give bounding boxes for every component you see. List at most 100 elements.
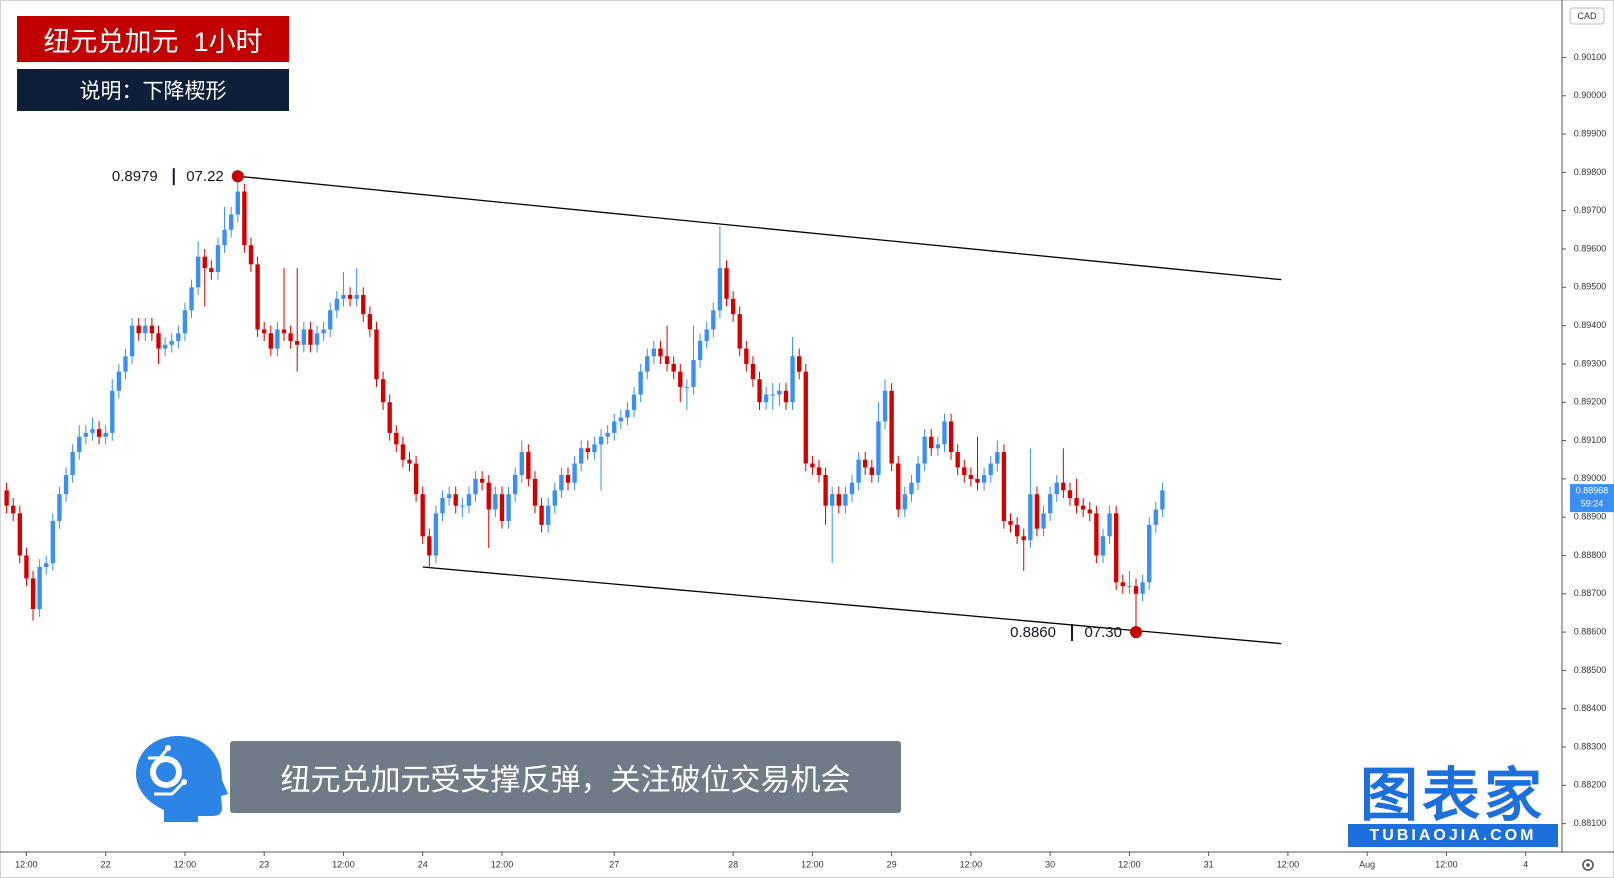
candle-body <box>546 505 551 525</box>
subtitle: 说明：下降楔形 <box>17 69 289 111</box>
candle-body <box>915 463 921 483</box>
candle-body <box>123 356 128 372</box>
candle-body <box>1120 582 1125 587</box>
y-tick-label: 0.89000 <box>1574 473 1607 483</box>
x-tick-label: 12:00 <box>1435 859 1458 869</box>
y-tick-label: 0.88300 <box>1574 741 1607 751</box>
candle-body <box>724 268 729 299</box>
candle-body <box>1014 524 1020 537</box>
candle-body <box>1133 586 1139 594</box>
candle-body <box>1080 505 1086 510</box>
candle-body <box>169 340 174 345</box>
candle-body <box>585 448 590 453</box>
y-tick-label: 0.88900 <box>1574 512 1607 522</box>
candle-body <box>962 467 967 476</box>
candle-body <box>77 436 82 453</box>
candle-body <box>83 432 89 437</box>
y-tick-label: 0.88400 <box>1574 703 1607 713</box>
y-tick-label: 0.89200 <box>1574 397 1607 407</box>
candle-body <box>1074 498 1079 506</box>
candle-body <box>704 329 709 341</box>
candle-body <box>222 229 227 246</box>
candle-body <box>697 340 703 361</box>
candle-body <box>275 329 280 349</box>
candle-body <box>242 191 247 246</box>
x-tick-label: 12:00 <box>174 859 197 869</box>
settings-icon[interactable] <box>1582 859 1594 871</box>
candle-body <box>1107 513 1112 537</box>
x-tick-label: 31 <box>1204 859 1214 869</box>
candle-body <box>328 310 333 330</box>
y-tick-label: 0.89800 <box>1574 167 1607 177</box>
candle-body <box>836 494 841 506</box>
candle-body <box>308 329 313 345</box>
candle-body <box>869 467 874 476</box>
candle-body <box>592 444 597 453</box>
candle-body <box>889 390 894 464</box>
candle-body <box>1094 513 1099 556</box>
candle-body <box>532 478 538 506</box>
candle-body <box>711 310 716 330</box>
candle-body <box>684 386 690 388</box>
candle-body <box>110 390 115 433</box>
annotation-time: 07.30 <box>1084 624 1122 641</box>
candle-body <box>427 536 432 556</box>
candle-body <box>321 329 326 334</box>
candle-body <box>136 325 141 334</box>
candle-body <box>783 390 789 403</box>
logo-url: TUBIAOJIA.COM <box>1348 824 1558 847</box>
candle-body <box>314 333 320 345</box>
last-price-label: 0.88968 <box>1576 486 1609 496</box>
y-tick-label: 0.88100 <box>1574 818 1607 828</box>
candle-body <box>876 421 881 476</box>
candle-body <box>1008 521 1013 525</box>
x-tick-label: 23 <box>259 859 269 869</box>
candle-body <box>559 475 564 491</box>
candle-body <box>295 340 300 345</box>
y-tick-label: 0.89900 <box>1574 128 1607 138</box>
x-tick-label: 12:00 <box>960 859 983 869</box>
candles <box>4 176 1165 633</box>
x-tick-label: 24 <box>418 859 428 869</box>
candle-body <box>612 421 617 433</box>
annotation-point <box>1130 626 1142 639</box>
candle-body <box>790 356 795 403</box>
candle-body <box>539 505 544 525</box>
candle-body <box>129 325 135 357</box>
candle-body <box>162 344 168 349</box>
x-tick-label: 12:00 <box>801 859 824 869</box>
annotation-time: 07.22 <box>186 168 224 185</box>
candle-body <box>143 325 148 334</box>
x-tick-label: 12:00 <box>491 859 514 869</box>
candle-body <box>281 329 287 334</box>
candle-body <box>248 245 254 265</box>
y-tick-label: 0.88600 <box>1574 626 1607 636</box>
candle-body <box>473 478 478 495</box>
robot-icon <box>136 736 228 822</box>
candle-body <box>579 448 584 464</box>
candle-body <box>830 494 835 506</box>
x-tick-label: Aug <box>1359 859 1375 869</box>
last-price-tag <box>1570 484 1614 513</box>
candle-body <box>995 452 1000 464</box>
y-tick-label: 0.89700 <box>1574 205 1607 215</box>
candle-body <box>948 421 954 453</box>
caption: 纽元兑加元受支撑反弹，关注破位交易机会 <box>230 741 901 813</box>
candle-body <box>929 436 934 449</box>
candle-body <box>717 268 723 311</box>
x-tick-label: 22 <box>101 859 111 869</box>
candle-body <box>413 463 419 495</box>
candle-body <box>572 463 577 483</box>
candle-body <box>975 478 980 483</box>
candle-body <box>777 390 782 395</box>
candle-body <box>262 329 267 334</box>
candle-body <box>433 513 439 556</box>
candle-body <box>803 371 808 464</box>
candle-body <box>156 333 161 349</box>
candle-body <box>1067 490 1073 499</box>
x-tick-label: 28 <box>728 859 738 869</box>
x-tick-label: 12:00 <box>1277 859 1300 869</box>
logo-name: 图表家 <box>1359 763 1546 828</box>
candle-body <box>651 348 657 357</box>
y-tick-label: 0.89100 <box>1574 435 1607 445</box>
